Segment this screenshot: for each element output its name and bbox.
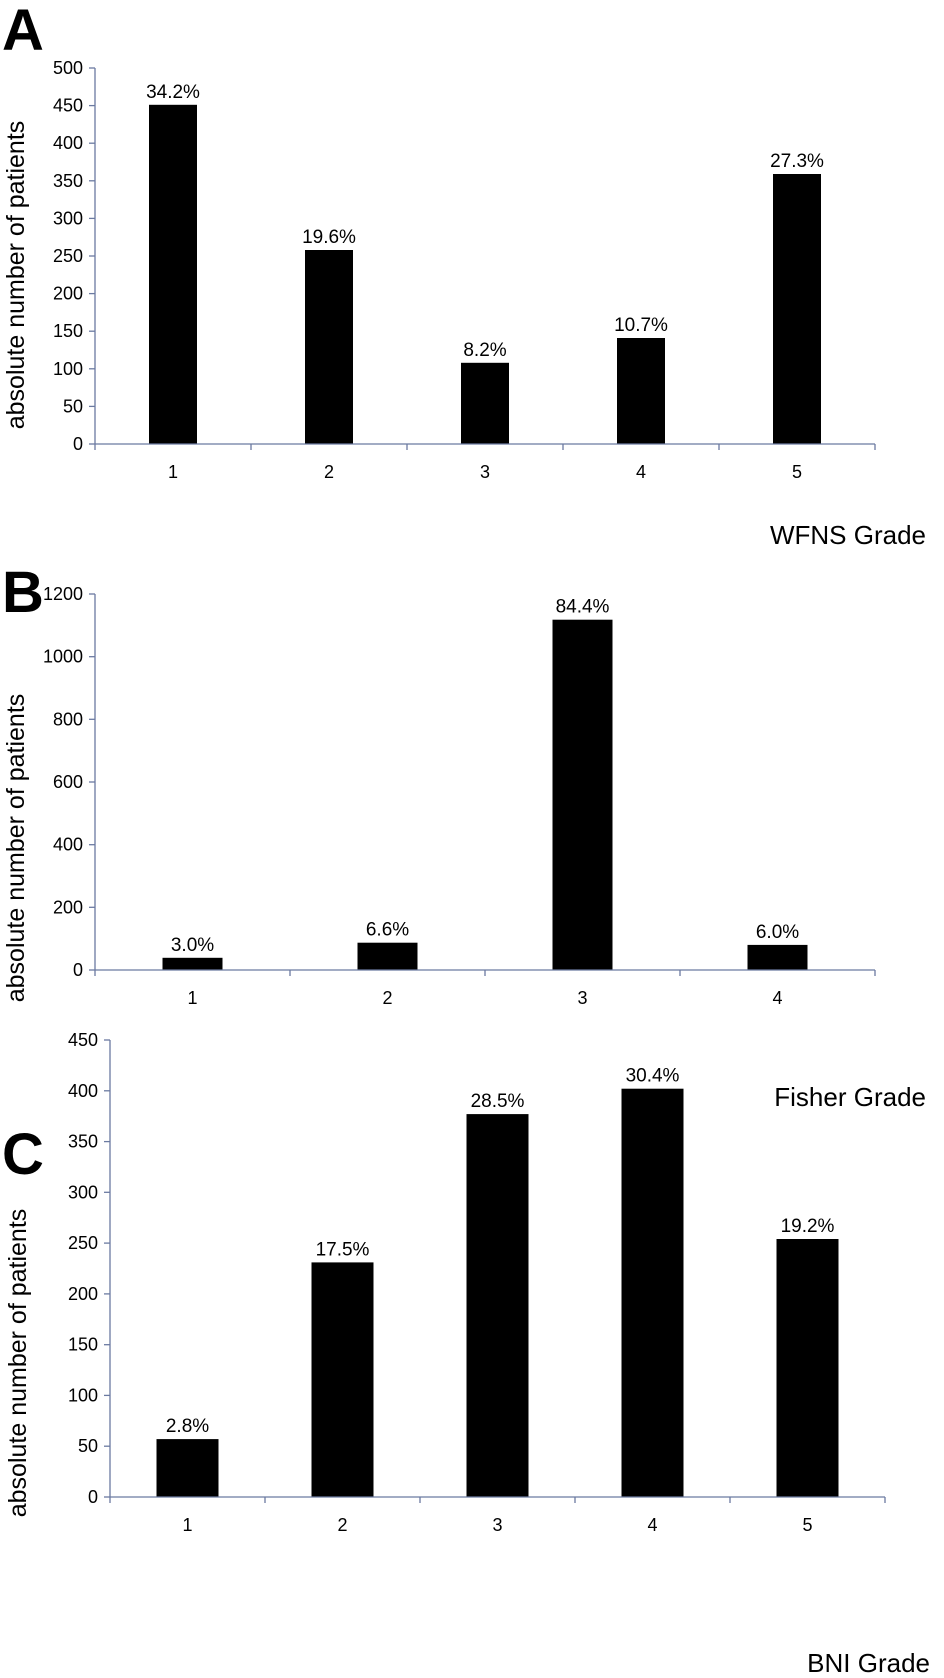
panel-a-x-tick-label: 3 <box>480 462 490 482</box>
panel-b-x-tick-label: 3 <box>577 988 587 1008</box>
panel-b-data-label: 84.4% <box>556 597 610 618</box>
panel-c-y-tick-label: 350 <box>68 1132 98 1152</box>
panel-c-data-label: 19.2% <box>781 1216 835 1237</box>
panel-b-y-tick-label: 600 <box>53 772 83 792</box>
panel-b-y-tick-label: 0 <box>73 960 83 980</box>
panel-c-data-label: 17.5% <box>316 1239 370 1260</box>
panel-c-bar-4 <box>621 1088 684 1497</box>
panel-c-bar-1 <box>156 1439 219 1497</box>
panel-b-plot: 0 200 400 600 800 1000 1200 1 2 3 4 3.0% 6.6% 84.4% 6.… <box>43 584 876 1008</box>
panel-a-bar-5 <box>773 174 821 444</box>
panel-a-y-tick-label: 450 <box>53 96 83 116</box>
panel-c-letter: C <box>2 1122 44 1187</box>
panel-c-y-tick-label: 100 <box>68 1385 98 1405</box>
panel-c-x-tick-label: 4 <box>647 1515 657 1535</box>
panel-a-y-tick-label: 300 <box>53 208 83 228</box>
panel-b-x-tick-label: 2 <box>382 988 392 1008</box>
panel-c-y-tick-label: 150 <box>68 1335 98 1355</box>
panel-a-y-axis-label: absolute number of patients <box>2 121 30 430</box>
panel-b-data-label: 6.0% <box>756 922 799 943</box>
panel-a-y-tick-label: 350 <box>53 171 83 191</box>
panel-b-y-tick-label: 800 <box>53 709 83 729</box>
panel-c-y-tick-label: 250 <box>68 1233 98 1253</box>
panel-c-y-tick-label: 0 <box>88 1487 98 1507</box>
panel-a-y-tick-label: 250 <box>53 246 83 266</box>
panel-c-data-label: 30.4% <box>626 1066 680 1087</box>
panel-c-x-axis-label: BNI Grade <box>807 1648 930 1678</box>
panel-b-letter: B <box>2 560 44 625</box>
panel-a-y-tick-label: 500 <box>53 58 83 78</box>
panel-b-x-axis-label: Fisher Grade <box>774 1082 926 1112</box>
panel-a-plot: 0 50 100 150 200 250 300 350 400 450 500 1 2 3 4 5 34.2%… <box>53 58 876 482</box>
panel-a-y-tick-label: 50 <box>63 396 83 416</box>
panel-b-x-tick-label: 4 <box>772 988 782 1008</box>
panel-a-y-tick-label: 0 <box>73 434 83 454</box>
panel-a-bar-4 <box>617 338 665 444</box>
panel-b-x-tick-label: 1 <box>187 988 197 1008</box>
panel-a-bar-1 <box>149 104 197 445</box>
panel-a-data-label: 10.7% <box>614 315 668 336</box>
panel-b-y-tick-label: 200 <box>53 897 83 917</box>
panel-a-letter: A <box>2 0 44 63</box>
panel-a-data-label: 8.2% <box>463 340 506 361</box>
panel-a-y-tick-label: 100 <box>53 359 83 379</box>
panel-c-x-tick-label: 3 <box>492 1515 502 1535</box>
panel-a-bar-3 <box>461 362 509 444</box>
panel-c-x-tick-label: 1 <box>182 1515 192 1535</box>
panel-a-y-tick-label: 150 <box>53 321 83 341</box>
panel-c-x-tick-label: 5 <box>802 1515 812 1535</box>
panel-b-y-tick-label: 1000 <box>43 647 83 667</box>
panel-a-x-tick-label: 2 <box>324 462 334 482</box>
panel-c-data-label: 2.8% <box>166 1416 209 1437</box>
panel-b-bar-1 <box>162 957 223 970</box>
panel-b-bar-2 <box>357 942 418 970</box>
panel-c-bar-3 <box>466 1114 529 1497</box>
panel-b-y-axis-label: absolute number of patients <box>2 694 30 1003</box>
panel-c: C 0 50 100 150 200 250 300 350 400 450 1 2 3 4 5 2.8% 17… <box>2 1030 930 1678</box>
panel-c-y-axis-label: absolute number of patients <box>4 1209 32 1518</box>
panel-a-x-tick-label: 1 <box>168 462 178 482</box>
panel-b-y-tick-label: 1200 <box>43 584 83 604</box>
panel-b-y-tick-label: 400 <box>53 835 83 855</box>
panel-a-x-axis-label: WFNS Grade <box>770 520 926 550</box>
panel-a-x-tick-label: 5 <box>792 462 802 482</box>
panel-b-data-label: 6.6% <box>366 920 409 941</box>
panel-c-y-tick-label: 50 <box>78 1436 98 1456</box>
panel-a-y-tick-label: 200 <box>53 284 83 304</box>
panel-a-data-label: 19.6% <box>302 227 356 248</box>
panel-b: B 0 200 400 600 800 1000 1200 1 2 3 4 3.0% 6.6% 84.4%… <box>2 560 926 1112</box>
panel-a-data-label: 34.2% <box>146 82 200 103</box>
panel-c-y-tick-label: 300 <box>68 1182 98 1202</box>
panel-c-bar-2 <box>311 1262 374 1497</box>
panel-a-data-label: 27.3% <box>770 151 824 172</box>
panel-a-x-tick-label: 4 <box>636 462 646 482</box>
panel-c-y-tick-label: 400 <box>68 1081 98 1101</box>
panel-b-bar-3 <box>552 619 613 970</box>
panel-c-y-tick-label: 450 <box>68 1030 98 1050</box>
panel-a-y-tick-label: 400 <box>53 133 83 153</box>
panel-c-plot: 0 50 100 150 200 250 300 350 400 450 1 2 3 4 5 2.8% 17.5… <box>68 1030 886 1535</box>
panel-b-data-label: 3.0% <box>171 935 214 956</box>
panel-c-y-tick-label: 200 <box>68 1284 98 1304</box>
panel-c-data-label: 28.5% <box>471 1091 525 1112</box>
panel-b-bar-4 <box>747 944 808 970</box>
panel-a-bar-2 <box>305 250 353 444</box>
panel-a: A 0 50 100 150 200 250 300 350 400 450 500 1 2 3 4 5 34.… <box>2 0 926 550</box>
panel-c-x-tick-label: 2 <box>337 1515 347 1535</box>
panel-c-bar-5 <box>776 1239 839 1497</box>
